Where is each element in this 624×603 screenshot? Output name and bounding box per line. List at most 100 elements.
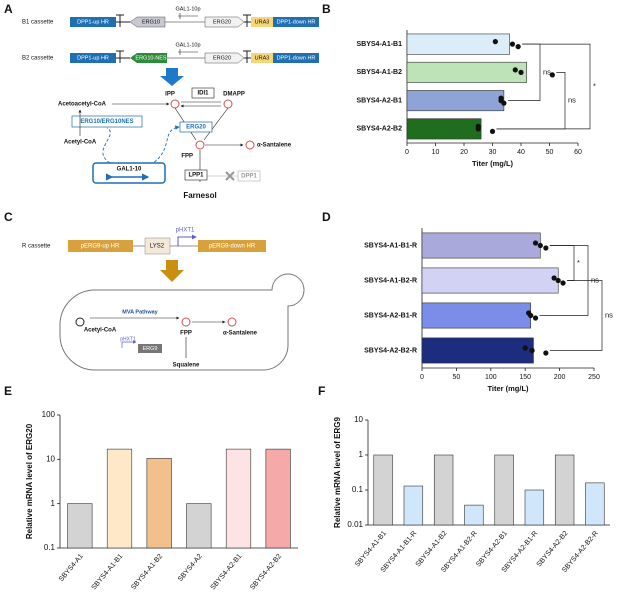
x-tick-label: SBYS4-A1-B1 xyxy=(91,553,125,592)
x-tick-label: 10 xyxy=(432,149,440,156)
gene-box xyxy=(273,53,319,63)
gene-label: ERG20 xyxy=(213,55,231,61)
bar xyxy=(433,454,454,526)
bar xyxy=(524,489,545,526)
bar xyxy=(421,267,559,294)
x-tick-label: 250 xyxy=(588,374,600,381)
gene-box xyxy=(70,17,116,27)
gene-label: DPP1-down HR xyxy=(277,19,316,25)
data-point xyxy=(492,39,498,45)
bar xyxy=(106,448,133,549)
gene-arrow xyxy=(204,52,245,64)
promoter-label: pHXT1 xyxy=(176,228,195,234)
panel-label: E xyxy=(4,384,12,398)
gene-box xyxy=(70,53,116,63)
enzyme-box xyxy=(184,169,208,181)
terminator xyxy=(116,14,130,27)
enzyme-box xyxy=(237,170,261,182)
significance: ns xyxy=(591,275,599,284)
category-label: SBYS4-A1-B1-R xyxy=(364,242,417,249)
metabolite: Acetoacetyl-CoA xyxy=(58,102,107,108)
gene-box xyxy=(144,237,171,255)
bar xyxy=(67,503,93,549)
panel-label: B xyxy=(322,2,331,16)
terminator xyxy=(116,50,130,63)
panel-label: F xyxy=(318,384,325,398)
y-tick-label: 1 xyxy=(51,499,56,508)
x-tick-label: 100 xyxy=(485,374,497,381)
bar xyxy=(265,448,291,549)
data-point xyxy=(551,275,557,281)
gene-label: DPP1-up HR xyxy=(77,55,109,61)
promoter-label: pHXT1 xyxy=(120,336,136,342)
x-tick-label: 40 xyxy=(517,149,525,156)
enzyme: ERG20 xyxy=(186,125,206,131)
bar xyxy=(585,482,605,526)
metabolite: Acetyl-CoA xyxy=(84,328,117,334)
enzyme-box xyxy=(71,115,143,128)
significance: * xyxy=(593,81,596,90)
panel-label: D xyxy=(322,210,331,224)
y-tick-label: 1 xyxy=(359,450,364,459)
x-tick-label: SBYS4-A2-B1 xyxy=(475,530,509,569)
category-label: SBYS4-A2-B2 xyxy=(356,126,402,133)
pathway-label: MVA Pathway xyxy=(122,309,158,315)
down-arrow xyxy=(160,68,184,86)
bar xyxy=(373,454,393,526)
cassette-label: B1 cassette xyxy=(22,20,54,26)
bar xyxy=(403,485,424,526)
promoter-label: GAL1-10 xyxy=(117,167,142,173)
gene-arrow xyxy=(130,53,167,63)
bar xyxy=(146,458,172,549)
node xyxy=(223,99,233,109)
bar xyxy=(406,61,527,83)
x-tick-label: 150 xyxy=(519,374,531,381)
x-tick-label: 0 xyxy=(420,374,424,381)
enzyme-box xyxy=(191,87,215,99)
bar xyxy=(406,33,510,55)
significance: ns xyxy=(568,96,576,105)
data-point xyxy=(549,72,555,78)
significance: * xyxy=(577,258,580,267)
data-point xyxy=(543,350,549,356)
gene-label: URA3 xyxy=(255,19,270,25)
data-point xyxy=(560,280,566,286)
category-label: SBYS4-A2-B2-R xyxy=(364,347,417,354)
bar xyxy=(225,448,252,549)
data-point xyxy=(515,44,521,50)
enzyme: IDI1 xyxy=(197,91,209,97)
x-axis-label: Titer (mg/L) xyxy=(472,159,514,168)
bracket xyxy=(549,280,603,351)
bar xyxy=(421,337,534,364)
cassette-label: B2 cassette xyxy=(22,56,54,62)
bar xyxy=(554,454,575,526)
x-tick-label: SBYS4-A2-B2 xyxy=(249,553,283,592)
gene-box xyxy=(273,17,319,27)
data-point xyxy=(489,128,496,134)
x-tick-label: SBYS4-A1 xyxy=(58,553,85,583)
panel-label: A xyxy=(4,2,13,16)
x-tick-label: 20 xyxy=(460,149,468,156)
data-point xyxy=(532,240,539,246)
data-point xyxy=(529,347,535,354)
bracket xyxy=(496,43,591,130)
gene-label: DPP1-up HR xyxy=(77,19,109,25)
gene-box xyxy=(68,240,133,252)
x-tick-label: SBYS4-A1-B1 xyxy=(354,530,388,569)
enzyme: ERG10/ERG10NES xyxy=(80,119,133,125)
data-point xyxy=(537,242,543,249)
data-point xyxy=(532,315,539,321)
node xyxy=(75,317,85,327)
x-axis-label: Titer (mg/L) xyxy=(487,384,529,393)
y-tick-label: 0.1 xyxy=(44,543,56,552)
x-tick-label: 50 xyxy=(453,374,461,381)
bar xyxy=(406,90,505,112)
category-label: SBYS4-A1-B2-R xyxy=(364,277,417,284)
enzyme: LPP1 xyxy=(188,173,204,179)
promoter xyxy=(165,13,205,23)
regulation xyxy=(102,127,179,166)
knockout xyxy=(225,171,235,181)
data-point xyxy=(518,69,524,75)
